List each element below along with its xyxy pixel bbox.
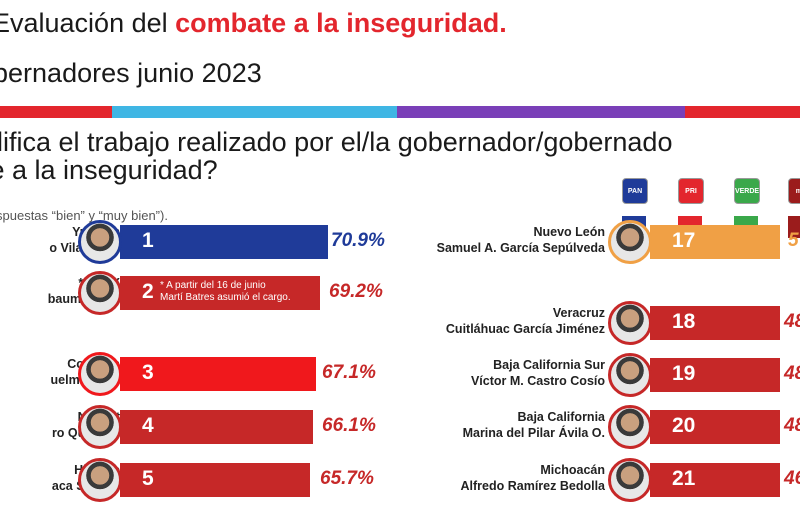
rank-number: 5	[142, 467, 154, 490]
governor-avatar	[608, 301, 652, 345]
score-bar: 20	[650, 410, 780, 444]
governor-avatar	[608, 353, 652, 397]
state-name: Michoacán	[540, 463, 605, 477]
state-name: Baja California Sur	[493, 358, 605, 372]
morena-color-swatch	[788, 216, 800, 238]
morena-logo-icon: mo	[788, 178, 800, 204]
page-subtitle: obernadores junio 2023	[0, 58, 262, 88]
question-line-1: alifica el trabajo realizado por el/la g…	[0, 127, 673, 157]
governor-avatar	[78, 405, 122, 449]
ranking-row: Baja California Marina del Pilar Ávila O.…	[400, 405, 800, 449]
ranking-row: Nayaritro Quintero 4 66.1%	[0, 405, 400, 449]
color-stripe-purple	[397, 106, 685, 118]
ranking-row: Nuevo León Samuel A. García Sepúlveda 17 …	[400, 220, 800, 264]
score-bar: 18	[650, 306, 780, 340]
ranking-row: Coahuilauelme Solís 3 67.1%	[0, 352, 400, 396]
governor-avatar	[78, 352, 122, 396]
governor-name: Samuel A. García Sepúlveda	[436, 241, 605, 255]
governor-name: Cuitláhuac García Jiménez	[445, 322, 605, 336]
title-emphasis: combate a la inseguridad.	[175, 8, 507, 38]
footnote-line-2: Martí Batres asumió el cargo.	[160, 292, 291, 303]
survey-question: alifica el trabajo realizado por el/la g…	[0, 128, 672, 184]
governor-avatar	[608, 458, 652, 502]
governor-avatar	[78, 271, 122, 315]
governor-avatar	[608, 405, 652, 449]
governor-name: Víctor M. Castro Cosío	[470, 374, 605, 388]
color-stripe-red-2	[685, 106, 800, 118]
state-name: Nuevo León	[533, 225, 605, 239]
row-name-block: Nuevo León Samuel A. García Sepúlveda	[437, 224, 605, 256]
title-prefix: Evaluación del	[0, 8, 176, 38]
rank-number: 4	[142, 414, 154, 437]
rank-number: 3	[142, 361, 154, 384]
governor-name: Alfredo Ramírez Bedolla	[460, 479, 605, 493]
governor-avatar	[78, 458, 122, 502]
row-name-block: Veracruz Cuitláhuac García Jiménez	[446, 305, 605, 337]
percentage-label: 5	[788, 230, 799, 251]
footnote: * A partir del 16 de junio Martí Batres a…	[160, 280, 291, 304]
percentage-label: 67.1%	[322, 362, 376, 383]
percentage-label: 70.9%	[331, 230, 385, 251]
rank-number: 2	[142, 280, 154, 303]
rank-number: 1	[142, 229, 154, 252]
percentage-label: 48	[784, 311, 800, 332]
row-name-block: Baja California Marina del Pilar Ávila O.	[463, 409, 605, 441]
color-stripe-red	[0, 106, 112, 118]
pan-logo-icon: PAN	[622, 178, 648, 204]
ranking-row: Michoacán Alfredo Ramírez Bedolla 21 46	[400, 458, 800, 502]
ranking-row: Hidalgoaca Salazar 5 65.7%	[0, 458, 400, 502]
governor-avatar	[78, 220, 122, 264]
percentage-label: 48	[784, 415, 800, 436]
ranking-row: *CDMXbaum Pardo 2 * A partir del 16 de j…	[0, 271, 400, 315]
rank-number: 18	[672, 310, 696, 333]
row-name-block: Michoacán Alfredo Ramírez Bedolla	[461, 462, 605, 494]
rank-number: 17	[672, 229, 696, 252]
percentage-label: 48	[784, 363, 800, 384]
score-bar: 21	[650, 463, 780, 497]
percentage-label: 65.7%	[320, 468, 374, 489]
score-bar: 1	[120, 225, 328, 259]
state-name: Veracruz	[552, 306, 605, 320]
ranking-row: Yucatáno Vila Dosal 1 70.9%	[0, 220, 400, 264]
verde-logo-icon: VERDE	[734, 178, 760, 204]
score-bar: 17	[650, 225, 780, 259]
color-stripe-blue	[112, 106, 397, 118]
percentage-label: 69.2%	[329, 281, 383, 302]
party-morena: mo	[788, 178, 800, 238]
ranking-row: Baja California Sur Víctor M. Castro Cosí…	[400, 353, 800, 397]
percentage-label: 46	[784, 468, 800, 489]
state-name: Baja California	[517, 410, 605, 424]
ranking-row: Veracruz Cuitláhuac García Jiménez 18 48	[400, 301, 800, 345]
score-bar: 3	[120, 357, 316, 391]
score-bar: 5	[120, 463, 310, 497]
rank-number: 19	[672, 362, 696, 385]
percentage-label: 66.1%	[322, 415, 376, 436]
row-name-block: Baja California Sur Víctor M. Castro Cosí…	[471, 357, 605, 389]
survey-note: spuestas “bien” y “muy bien”).	[0, 208, 168, 223]
score-bar: 4	[120, 410, 313, 444]
governor-avatar	[608, 220, 652, 264]
rank-number: 21	[672, 467, 696, 490]
score-bar: 2 * A partir del 16 de junio Martí Batres…	[120, 276, 320, 310]
rank-number: 20	[672, 414, 696, 437]
pri-logo-icon: PRI	[678, 178, 704, 204]
question-line-2: te a la inseguridad?	[0, 155, 218, 185]
governor-name: Marina del Pilar Ávila O.	[462, 426, 605, 440]
page-title: Evaluación del combate a la inseguridad.	[0, 8, 507, 39]
score-bar: 19	[650, 358, 780, 392]
footnote-line-1: * A partir del 16 de junio	[160, 280, 266, 291]
